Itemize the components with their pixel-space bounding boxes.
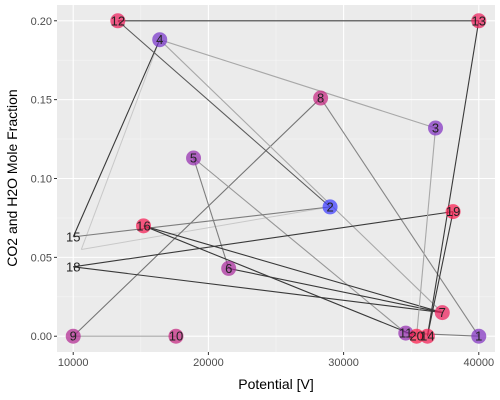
connection-segment <box>73 206 331 238</box>
data-point-label: 8 <box>317 91 324 106</box>
grid-lines <box>57 5 495 352</box>
connection-segment <box>81 206 331 250</box>
connection-segment <box>228 267 443 314</box>
x-axis-title: Potential [V] <box>238 376 314 392</box>
data-point-label: 15 <box>66 229 80 244</box>
y-tick-label: 0.20 <box>31 16 52 28</box>
y-tick-label: 0.10 <box>31 174 52 186</box>
data-point <box>136 218 152 234</box>
data-point-label: 2 <box>326 199 333 214</box>
data-point <box>428 120 444 136</box>
connection-segment <box>73 211 454 268</box>
connection-segment <box>143 225 443 314</box>
data-point-label: 11 <box>399 326 413 341</box>
axes: 10000 20000 30000 40000 0.00 0.05 0.10 0.15 0.20 <box>31 16 494 369</box>
connection-segment <box>80 39 161 250</box>
connection-segment <box>416 127 437 337</box>
data-point <box>322 199 338 215</box>
data-point <box>471 13 487 29</box>
data-point <box>313 90 329 106</box>
data-point-label: 19 <box>446 204 460 219</box>
connection-segment <box>320 97 480 337</box>
data-point-label: 10 <box>169 329 183 344</box>
y-axis-title: CO2 and H2O Mole Fraction <box>4 89 20 266</box>
data-point <box>471 328 487 344</box>
x-tick-label: 20000 <box>193 357 224 369</box>
data-point-label: 12 <box>111 13 125 28</box>
data-point <box>221 260 237 276</box>
data-point-label: 16 <box>136 218 150 233</box>
y-tick-label: 0.15 <box>31 95 52 107</box>
data-point <box>409 328 425 344</box>
data-point-label: 20 <box>409 329 423 344</box>
data-point-label: 7 <box>439 305 446 320</box>
data-point <box>65 328 81 344</box>
data-points <box>65 13 487 344</box>
data-point <box>152 32 168 48</box>
data-point-label: 13 <box>472 13 486 28</box>
data-point-label: 14 <box>420 329 434 344</box>
connection-segment <box>117 20 331 208</box>
x-tick-label: 10000 <box>58 357 89 369</box>
data-point-label: 5 <box>190 150 197 165</box>
data-point <box>419 328 435 344</box>
connection-segment <box>73 266 443 314</box>
data-point-label: 6 <box>225 261 232 276</box>
connection-segment <box>143 225 417 337</box>
data-point-label: 3 <box>432 121 439 136</box>
connection-segment <box>72 97 321 337</box>
connection-segment <box>159 39 443 313</box>
connection-segment <box>72 39 161 238</box>
data-point <box>445 204 461 220</box>
data-point <box>434 305 450 321</box>
data-point-label: 4 <box>156 32 163 47</box>
data-point <box>186 150 202 166</box>
x-tick-label: 40000 <box>463 357 494 369</box>
connection-lines <box>72 20 480 337</box>
data-point <box>168 328 184 344</box>
x-tick-label: 30000 <box>328 357 359 369</box>
connection-segment <box>159 39 436 129</box>
connection-segment <box>426 211 454 337</box>
data-point-label: 9 <box>70 329 77 344</box>
data-point-label: 1 <box>475 329 482 344</box>
y-tick-label: 0.05 <box>31 252 52 264</box>
y-tick-label: 0.00 <box>31 331 52 343</box>
data-point-label: 18 <box>66 259 80 274</box>
connection-segment <box>193 157 230 269</box>
connection-segment <box>426 20 480 337</box>
data-point <box>110 13 126 29</box>
